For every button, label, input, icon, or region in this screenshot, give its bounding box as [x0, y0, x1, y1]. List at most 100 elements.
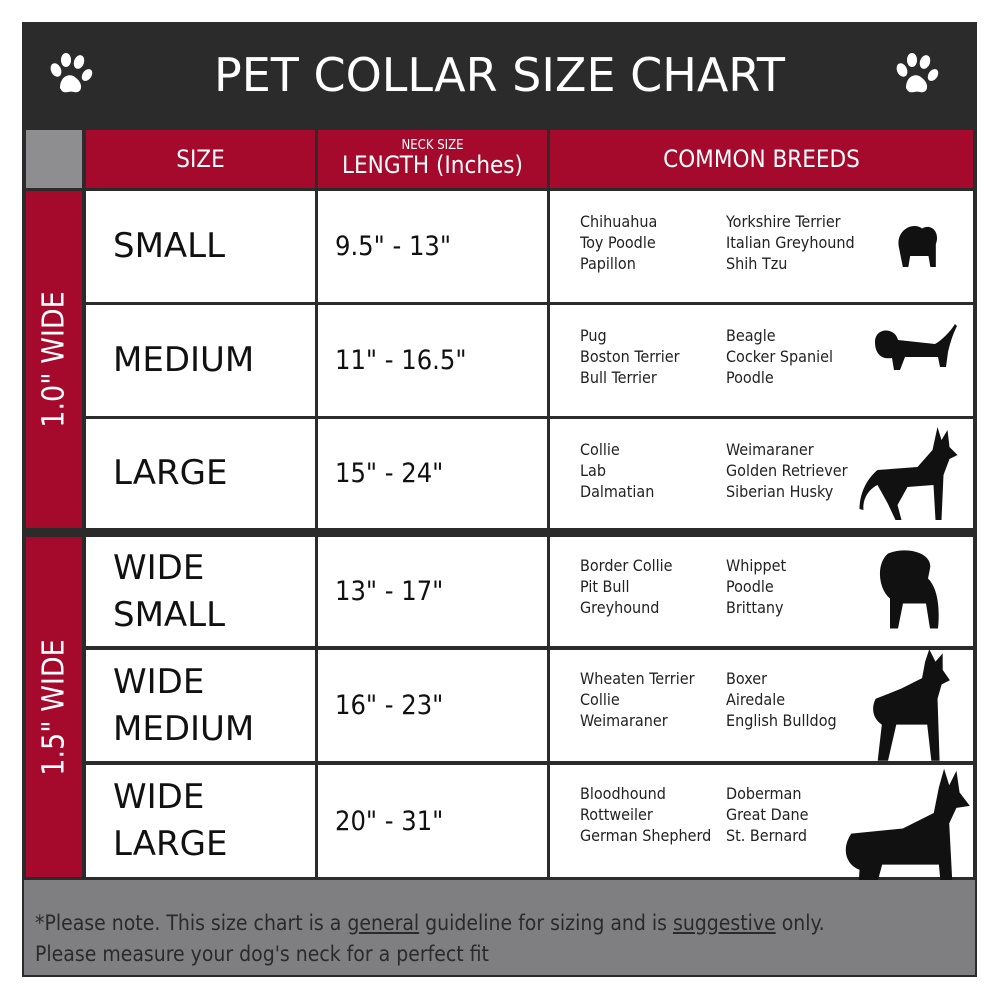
length-value: 16" - 23": [335, 690, 444, 721]
length-value: 15" - 24": [335, 458, 444, 489]
size-label: WIDE MEDIUM: [113, 661, 255, 749]
breed: Poodle: [726, 577, 774, 596]
group-1-0-wide: 1.0" WIDE: [26, 191, 82, 528]
breed: Shih Tzu: [726, 254, 788, 273]
breeds-list: Border Collie Pit Bull Greyhound: [580, 555, 673, 618]
paw-icon: [896, 53, 939, 93]
breed: Italian Greyhound: [726, 233, 855, 252]
breed: Airedale: [726, 690, 786, 709]
breeds-list: Boxer Airedale English Bulldog: [726, 668, 837, 731]
breed: Yorkshire Terrier: [726, 212, 841, 231]
breed: Poodle: [726, 368, 774, 387]
breed: Bloodhound: [580, 784, 666, 803]
breeds-list: Yorkshire Terrier Italian Greyhound Shih T…: [726, 211, 855, 274]
row-length-cell: 9.5" - 13": [318, 191, 547, 302]
length-value: 20" - 31": [335, 805, 444, 837]
row-size-cell: MEDIUM: [86, 305, 315, 416]
length-value: 9.5" - 13": [335, 231, 452, 262]
row-size-cell: SMALL: [86, 191, 315, 302]
breed: English Bulldog: [726, 711, 837, 730]
breed: Boston Terrier: [580, 347, 680, 366]
breed: St. Bernard: [726, 826, 808, 845]
row-length-cell: 16" - 23": [318, 650, 547, 761]
note-text: guideline for sizing and is: [425, 911, 667, 935]
breed: Great Dane: [726, 805, 809, 824]
length-value: 13" - 17": [335, 576, 444, 607]
breed: Wheaten Terrier: [580, 669, 695, 688]
row-length-cell: 11" - 16.5": [318, 305, 547, 416]
note-text: Please measure your dog's neck for a per…: [35, 942, 489, 966]
breed: Pug: [580, 326, 607, 345]
breed: Lab: [580, 461, 606, 480]
breed: Whippet: [726, 556, 787, 575]
row-length-cell: 20" - 31": [318, 765, 547, 877]
breed: Boxer: [726, 669, 767, 688]
row-length-cell: 15" - 24": [318, 419, 547, 528]
breed: Greyhound: [580, 598, 660, 617]
breed: Cocker Spaniel: [726, 347, 833, 366]
breed: Chihuahua: [580, 212, 658, 231]
breed: Toy Poodle: [580, 233, 656, 252]
row-size-cell: WIDE MEDIUM: [86, 650, 315, 761]
footer-note: *Please note. This size chart is a gener…: [24, 880, 975, 975]
note-underlined: general: [347, 911, 420, 935]
breeds-list: Whippet Poodle Brittany: [726, 555, 786, 618]
header-breeds-label: COMMON BREEDS: [663, 145, 860, 173]
note-text: only.: [781, 911, 825, 935]
page-title: PET COLLAR SIZE CHART: [213, 48, 786, 102]
header-length-label: LENGTH (Inches): [342, 151, 523, 179]
breed: Pit Bull: [580, 577, 630, 596]
dog-silhouette-icon: [873, 649, 950, 761]
paw-icon: [50, 53, 93, 93]
breed: Beagle: [726, 326, 776, 345]
row-breeds-cell: Chihuahua Toy Poodle Papillon Yorkshire Te…: [550, 191, 973, 302]
breed: Dalmatian: [580, 482, 655, 501]
size-label: WIDE SMALL: [113, 547, 226, 635]
breed: Weimaraner: [580, 711, 668, 730]
breeds-list: Doberman Great Dane St. Bernard: [726, 783, 809, 846]
header-neck-size-label: NECK SIZE: [401, 138, 464, 153]
header-length: NECK SIZE LENGTH (Inches): [318, 130, 547, 188]
header-size: SIZE: [86, 130, 315, 188]
breeds-list: Collie Lab Dalmatian: [580, 439, 654, 502]
breed: Brittany: [726, 598, 784, 617]
breed: Papillon: [580, 254, 636, 273]
breed: Siberian Husky: [726, 482, 834, 501]
row-size-cell: LARGE: [86, 419, 315, 528]
breed: Bull Terrier: [580, 368, 657, 387]
breeds-list: Pug Boston Terrier Bull Terrier: [580, 325, 680, 388]
breeds-list: Bloodhound Rottweiler German Shepherd: [580, 783, 711, 846]
breed: Golden Retriever: [726, 461, 848, 480]
dog-silhouette-icon: [859, 427, 958, 520]
dog-silhouette-icon: [898, 225, 938, 267]
breed: Weimaraner: [726, 440, 814, 459]
note-underlined: suggestive: [672, 911, 776, 935]
header-breeds: COMMON BREEDS: [550, 130, 973, 188]
note-text: *Please note. This size chart is a: [35, 911, 342, 935]
dog-silhouette-icon: [879, 550, 939, 629]
row-size-cell: WIDE SMALL: [86, 537, 315, 646]
group-label: 1.0" WIDE: [36, 291, 72, 428]
breeds-list: Beagle Cocker Spaniel Poodle: [726, 325, 833, 388]
breed: Doberman: [726, 784, 802, 803]
row-size-cell: WIDE LARGE: [86, 765, 315, 877]
breed: German Shepherd: [580, 826, 712, 845]
breeds-list: Wheaten Terrier Collie Weimaraner: [580, 668, 694, 731]
size-label: WIDE LARGE: [113, 777, 228, 864]
dog-silhouette-icon: [875, 324, 957, 370]
breed: Collie: [580, 440, 620, 459]
size-label: SMALL: [113, 226, 226, 266]
breeds-list: Chihuahua Toy Poodle Papillon: [580, 211, 657, 274]
length-value: 11" - 16.5": [335, 345, 467, 376]
breeds-list: Weimaraner Golden Retriever Siberian Husky: [726, 439, 848, 502]
header-size-label: SIZE: [176, 145, 225, 173]
group-1-5-wide: 1.5" WIDE: [26, 537, 82, 877]
breed: Rottweiler: [580, 805, 653, 824]
header-corner: [26, 130, 82, 188]
breed: Collie: [580, 690, 620, 709]
group-label: 1.5" WIDE: [36, 638, 72, 776]
breed: Border Collie: [580, 556, 673, 575]
size-label: MEDIUM: [113, 340, 255, 380]
size-label: LARGE: [113, 453, 228, 493]
row-length-cell: 13" - 17": [318, 537, 547, 646]
